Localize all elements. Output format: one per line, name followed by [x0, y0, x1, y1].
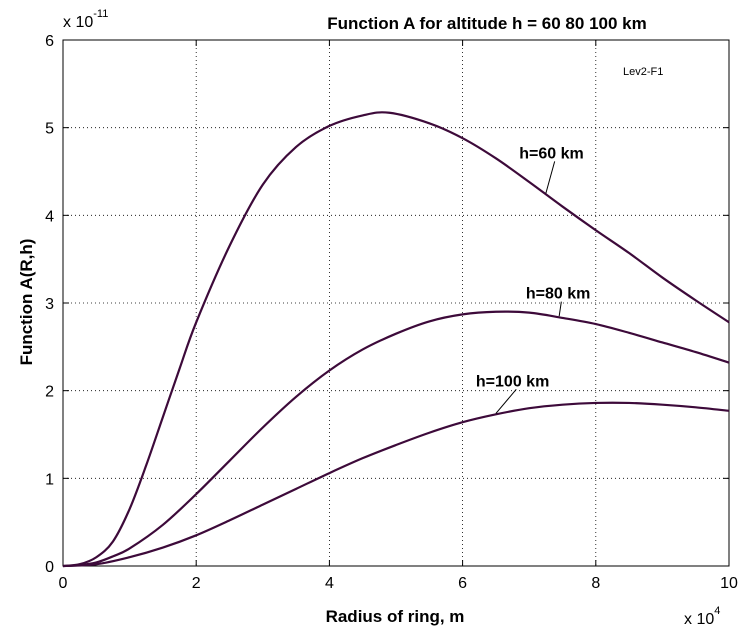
y-tick-label: 3	[45, 296, 54, 313]
x-tick-label: 10	[720, 575, 738, 592]
y-tick-label: 6	[45, 33, 54, 50]
x-tick-label: 2	[192, 575, 201, 592]
x-tick-label: 0	[59, 575, 68, 592]
series-annotation: h=100 km	[476, 373, 549, 390]
x-tick-label: 6	[458, 575, 467, 592]
y-tick-label: 5	[45, 121, 54, 138]
x-multiplier-base: x 10	[684, 611, 714, 628]
y-tick-label: 2	[45, 384, 54, 401]
y-tick-label: 1	[45, 471, 54, 488]
y-axis-multiplier: x 10-11	[63, 8, 108, 31]
y-tick-label: 4	[45, 208, 54, 225]
figure-note: Lev2-F1	[623, 66, 663, 78]
series-lines	[62, 111, 730, 568]
annotation-leader-line	[495, 388, 517, 414]
annotation-leader-line	[545, 161, 556, 194]
annotation-leader-line	[558, 301, 562, 317]
x-axis-multiplier: x 104	[684, 605, 720, 628]
grid	[63, 40, 729, 566]
series-line-2	[62, 310, 730, 568]
y-axis-label: Function A(R,h)	[17, 239, 36, 366]
series-annotation: h=80 km	[526, 286, 590, 303]
series-line-3	[62, 401, 730, 568]
y-tick-label: 0	[45, 559, 54, 576]
x-tick-label: 4	[325, 575, 334, 592]
series-annotation: h=60 km	[519, 145, 583, 162]
y-multiplier-exponent: -11	[93, 8, 108, 20]
ticks: 0 2 4 6 8 10 0 1 2 3 4 5 6	[45, 33, 738, 592]
chart-title: Function A for altitude h = 60 80 100 km	[327, 14, 646, 33]
y-multiplier-base: x 10	[63, 14, 93, 31]
series-line-1	[62, 111, 730, 568]
x-multiplier-exponent: 4	[714, 605, 720, 617]
annotations: h=60 km h=80 km h=100 km	[476, 145, 590, 414]
x-axis-label: Radius of ring, m	[326, 607, 465, 626]
x-tick-label: 8	[591, 575, 600, 592]
